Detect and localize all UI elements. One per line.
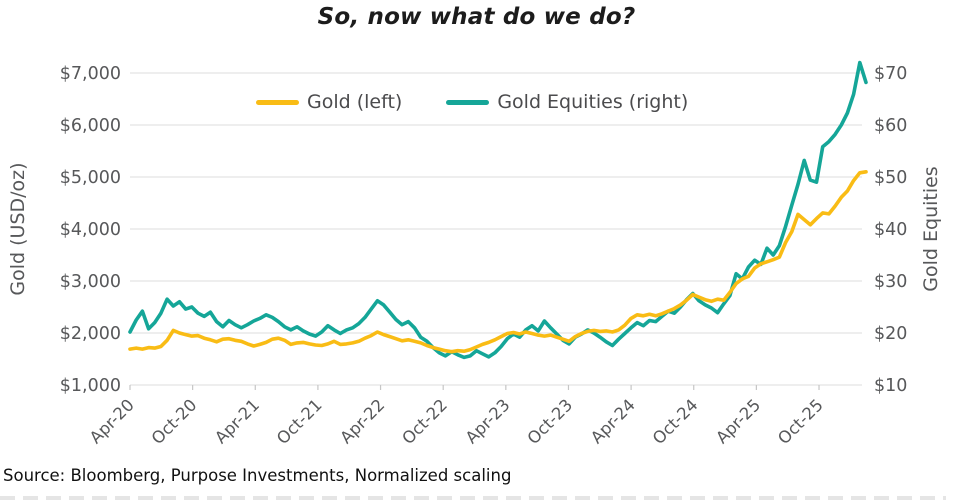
x-axis-tick-label: Oct-22 (398, 395, 451, 448)
cropped-text-artifact (0, 496, 946, 500)
right-axis-title: Gold Equities (920, 166, 942, 291)
x-axis-tick-label: Oct-24 (649, 395, 702, 448)
source-note: Source: Bloomberg, Purpose Investments, … (3, 466, 512, 485)
legend-item-gold: Gold (left) (256, 91, 402, 113)
x-axis-tick-label: Apr-23 (462, 395, 514, 447)
x-axis-tick-label: Apr-25 (712, 395, 764, 447)
right-axis-tick-label: $30 (874, 272, 907, 292)
x-axis-tick-label: Oct-25 (774, 395, 827, 448)
right-axis-tick-label: $20 (874, 324, 907, 344)
gold-line (128, 170, 868, 354)
left-axis-tick-label: $1,000 (60, 376, 121, 396)
left-axis-tick-label: $7,000 (60, 64, 121, 84)
right-axis-tick-label: $50 (874, 168, 907, 188)
left-axis-tick-label: $2,000 (60, 324, 121, 344)
x-axis-tick-label: Apr-20 (86, 395, 138, 447)
x-axis-tick-label: Oct-20 (148, 395, 201, 448)
x-axis-tick-label: Apr-24 (587, 395, 639, 447)
right-axis-tick-label: $70 (874, 64, 907, 84)
right-axis-tick-label: $10 (874, 376, 907, 396)
right-axis-tick-label: $40 (874, 220, 907, 240)
equities-line-swatch (446, 99, 490, 105)
x-axis-tick-label: Oct-23 (524, 395, 577, 448)
left-axis-tick-label: $4,000 (60, 220, 121, 240)
page-title: So, now what do we do? (317, 4, 636, 30)
x-axis-tick-label: Apr-21 (211, 395, 263, 447)
left-axis-tick-label: $3,000 (60, 272, 121, 292)
chart-legend: Gold (left) Gold Equities (right) (256, 91, 688, 113)
legend-item-equities: Gold Equities (right) (446, 91, 688, 113)
right-axis-tick-label: $60 (874, 116, 907, 136)
gold-line-swatch (256, 99, 299, 105)
x-axis-tick-label: Oct-21 (273, 395, 326, 448)
legend-label-equities: Gold Equities (right) (497, 91, 689, 113)
legend-label-gold: Gold (left) (307, 91, 403, 113)
left-axis-tick-label: $6,000 (60, 116, 121, 136)
x-axis-tick-label: Apr-22 (336, 395, 388, 447)
left-axis-tick-label: $5,000 (60, 168, 121, 188)
left-axis-title: Gold (USD/oz) (7, 162, 29, 295)
